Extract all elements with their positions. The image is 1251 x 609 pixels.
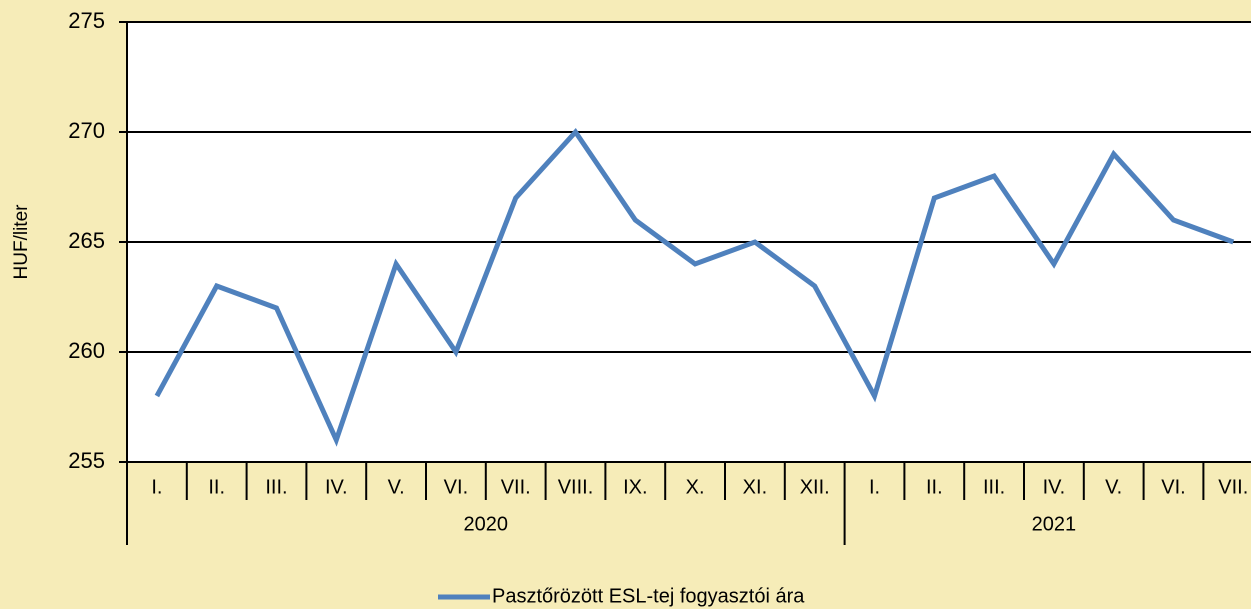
x-tick-label: IV. <box>1043 476 1066 498</box>
y-tick-label: 275 <box>68 8 105 33</box>
x-tick-label: III. <box>983 476 1005 498</box>
y-axis-label: HUF/liter <box>11 204 32 280</box>
x-tick-label: XII. <box>800 476 830 498</box>
x-tick-label: X. <box>686 476 705 498</box>
x-tick-label: IV. <box>325 476 348 498</box>
x-tick-label: VI. <box>444 476 468 498</box>
x-group-label: 2020 <box>464 513 509 535</box>
y-tick-label: 265 <box>68 228 105 253</box>
y-tick-label: 255 <box>68 448 105 473</box>
line-series <box>154 127 1235 447</box>
x-tick-label: XI. <box>743 476 767 498</box>
x-tick-label: V. <box>1105 476 1122 498</box>
legend-label: Pasztőrözött ESL-tej fogyasztói ára <box>492 585 805 607</box>
y-tick-label: 260 <box>68 338 105 363</box>
x-tick-label: I. <box>151 476 162 498</box>
x-tick-label: IX. <box>623 476 647 498</box>
x-tick-label: II. <box>926 476 943 498</box>
x-tick-label: VIII. <box>558 476 594 498</box>
x-tick-label: V. <box>388 476 405 498</box>
x-group-label: 2021 <box>1032 513 1077 535</box>
x-tick-label: VII. <box>501 476 531 498</box>
y-tick-label: 270 <box>68 118 105 143</box>
x-tick-label: I. <box>869 476 880 498</box>
x-tick-label: VI. <box>1161 476 1185 498</box>
x-tick-label: II. <box>208 476 225 498</box>
x-tick-label: VII. <box>1218 476 1248 498</box>
x-tick-label: III. <box>265 476 287 498</box>
